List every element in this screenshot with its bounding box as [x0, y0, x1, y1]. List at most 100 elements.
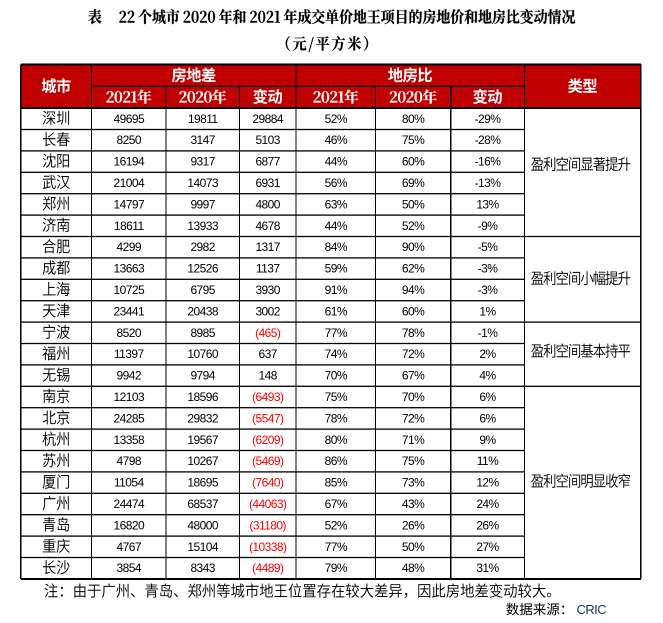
- svg-text:72%: 72%: [402, 411, 425, 425]
- svg-text:1137: 1137: [256, 262, 280, 276]
- svg-text:6%: 6%: [479, 390, 496, 404]
- svg-text:21004: 21004: [113, 176, 144, 190]
- svg-text:(5547): (5547): [252, 411, 284, 425]
- svg-text:-28%: -28%: [475, 133, 502, 147]
- svg-text:12103: 12103: [113, 390, 144, 404]
- svg-text:50%: 50%: [402, 197, 425, 211]
- svg-text:18596: 18596: [187, 390, 218, 404]
- svg-text:24%: 24%: [476, 497, 499, 511]
- svg-text:60%: 60%: [402, 155, 425, 169]
- svg-text:9317: 9317: [190, 155, 215, 169]
- svg-text:73%: 73%: [402, 476, 425, 490]
- svg-text:63%: 63%: [325, 197, 348, 211]
- svg-text:(6493): (6493): [252, 390, 284, 404]
- svg-text:11054: 11054: [114, 476, 145, 490]
- svg-text:13%: 13%: [476, 197, 499, 211]
- svg-text:94%: 94%: [402, 283, 425, 297]
- svg-text:67%: 67%: [325, 497, 348, 511]
- svg-text:19567: 19567: [187, 433, 218, 447]
- svg-text:20438: 20438: [187, 304, 218, 318]
- svg-text:61%: 61%: [325, 304, 348, 318]
- svg-text:14797: 14797: [113, 197, 144, 211]
- svg-text:10725: 10725: [113, 283, 144, 297]
- svg-text:24285: 24285: [113, 411, 144, 425]
- svg-text:(10338): (10338): [249, 540, 287, 554]
- svg-text:24474: 24474: [113, 497, 144, 511]
- svg-text:4800: 4800: [255, 197, 280, 211]
- svg-text:(465): (465): [255, 326, 281, 340]
- svg-text:80%: 80%: [402, 112, 425, 126]
- svg-text:43%: 43%: [402, 497, 425, 511]
- svg-text:15104: 15104: [187, 540, 218, 554]
- svg-text:3854: 3854: [117, 561, 142, 575]
- svg-text:75%: 75%: [325, 390, 348, 404]
- svg-text:-3%: -3%: [478, 283, 499, 297]
- svg-text:(4489): (4489): [252, 561, 284, 575]
- svg-text:-1%: -1%: [478, 326, 499, 340]
- svg-text:27%: 27%: [476, 540, 499, 554]
- svg-text:2%: 2%: [479, 347, 496, 361]
- svg-text:85%: 85%: [325, 476, 348, 490]
- svg-text:(31180): (31180): [249, 518, 286, 532]
- svg-text:148: 148: [259, 369, 278, 383]
- svg-text:4798: 4798: [117, 454, 142, 468]
- svg-text:59%: 59%: [325, 262, 348, 276]
- svg-text:-5%: -5%: [478, 240, 499, 254]
- svg-text:16194: 16194: [113, 155, 144, 169]
- svg-text:56%: 56%: [325, 176, 348, 190]
- svg-text:60%: 60%: [402, 304, 425, 318]
- svg-text:637: 637: [259, 347, 278, 361]
- svg-text:70%: 70%: [325, 369, 348, 383]
- svg-text:-9%: -9%: [478, 219, 499, 233]
- svg-text:-16%: -16%: [475, 155, 502, 169]
- svg-text:9942: 9942: [117, 369, 142, 383]
- svg-text:-3%: -3%: [478, 262, 499, 276]
- svg-text:-13%: -13%: [475, 176, 502, 190]
- svg-text:1%: 1%: [479, 304, 496, 318]
- svg-text:6%: 6%: [479, 411, 496, 425]
- svg-text:6877: 6877: [255, 155, 280, 169]
- svg-text:26%: 26%: [402, 518, 425, 532]
- svg-text:5103: 5103: [255, 133, 280, 147]
- svg-text:18611: 18611: [114, 219, 145, 233]
- svg-text:19811: 19811: [188, 112, 219, 126]
- svg-text:44%: 44%: [325, 219, 348, 233]
- svg-text:72%: 72%: [402, 347, 425, 361]
- svg-text:79%: 79%: [325, 561, 348, 575]
- svg-text:86%: 86%: [325, 454, 348, 468]
- svg-text:4%: 4%: [479, 369, 496, 383]
- svg-text:62%: 62%: [402, 262, 425, 276]
- svg-text:3930: 3930: [255, 283, 280, 297]
- svg-text:1317: 1317: [255, 240, 280, 254]
- svg-text:(5469): (5469): [252, 454, 284, 468]
- svg-text:8985: 8985: [190, 326, 215, 340]
- svg-text:9997: 9997: [190, 197, 215, 211]
- svg-text:6795: 6795: [190, 283, 215, 297]
- svg-text:13663: 13663: [113, 262, 144, 276]
- svg-text:6931: 6931: [255, 176, 280, 190]
- svg-text:49695: 49695: [113, 112, 144, 126]
- svg-text:77%: 77%: [325, 540, 348, 554]
- svg-text:8520: 8520: [117, 326, 142, 340]
- svg-text:69%: 69%: [402, 176, 425, 190]
- svg-text:9%: 9%: [479, 433, 496, 447]
- svg-text:3002: 3002: [255, 304, 280, 318]
- svg-text:46%: 46%: [325, 133, 348, 147]
- svg-text:12526: 12526: [187, 262, 218, 276]
- svg-text:50%: 50%: [402, 540, 425, 554]
- svg-text:78%: 78%: [325, 411, 348, 425]
- svg-text:68537: 68537: [187, 497, 218, 511]
- svg-text:13933: 13933: [187, 219, 218, 233]
- svg-text:14073: 14073: [187, 176, 218, 190]
- svg-text:3147: 3147: [190, 133, 215, 147]
- svg-text:90%: 90%: [402, 240, 425, 254]
- svg-text:29884: 29884: [252, 112, 283, 126]
- svg-text:-29%: -29%: [475, 112, 502, 126]
- svg-text:75%: 75%: [402, 454, 425, 468]
- svg-text:8343: 8343: [190, 561, 215, 575]
- svg-text:10760: 10760: [187, 347, 218, 361]
- svg-text:52%: 52%: [325, 518, 348, 532]
- svg-text:91%: 91%: [325, 283, 348, 297]
- svg-text:52%: 52%: [402, 219, 425, 233]
- svg-text:(7640): (7640): [252, 476, 284, 490]
